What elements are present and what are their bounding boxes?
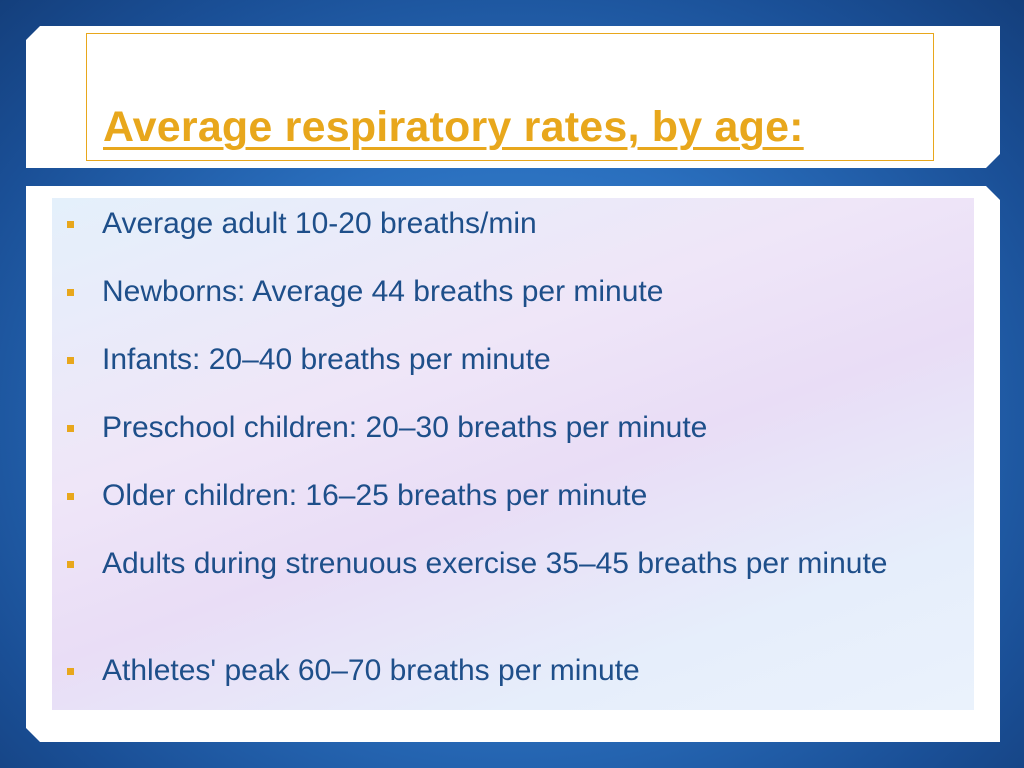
- bullet-text: Average adult 10-20 breaths/min: [102, 207, 537, 240]
- slide-title: Average respiratory rates, by age:: [103, 103, 804, 151]
- square-bullet-icon: [67, 493, 74, 500]
- square-bullet-icon: [67, 357, 74, 364]
- bullet-text: Newborns: Average 44 breaths per minute: [102, 275, 664, 308]
- bullet-text: Older children: 16–25 breaths per minute: [102, 479, 648, 512]
- title-panel: [26, 26, 1000, 168]
- square-bullet-icon: [67, 561, 74, 568]
- bullet-text: Preschool children: 20–30 breaths per mi…: [102, 411, 708, 444]
- content-area: Average adult 10-20 breaths/min Newborns…: [52, 198, 974, 710]
- square-bullet-icon: [67, 668, 74, 675]
- square-bullet-icon: [67, 221, 74, 228]
- bullet-text: Athletes' peak 60–70 breaths per minute: [102, 654, 640, 687]
- bullet-text: Adults during strenuous exercise 35–45 b…: [102, 547, 888, 580]
- bullet-text: Infants: 20–40 breaths per minute: [102, 343, 551, 376]
- square-bullet-icon: [67, 289, 74, 296]
- title-frame: [86, 33, 934, 161]
- square-bullet-icon: [67, 425, 74, 432]
